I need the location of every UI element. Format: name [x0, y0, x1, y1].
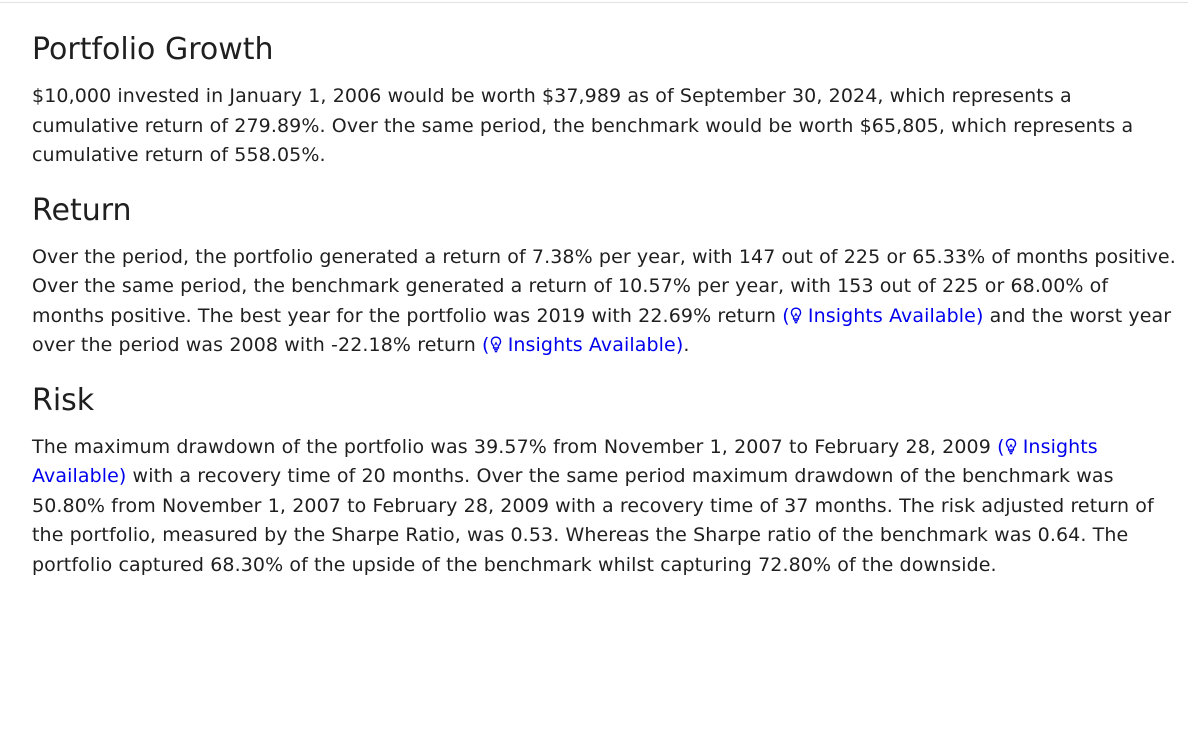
- portfolio-growth-heading: Portfolio Growth: [32, 32, 274, 67]
- worst-year-insights-label: Insights Available: [507, 334, 676, 356]
- return-text-part-3: .: [683, 334, 690, 356]
- lightbulb-icon: [790, 306, 802, 323]
- return-text-part-1: Over the period, the portfolio generated…: [32, 245, 1176, 327]
- return-text-part-2: and the worst year over the period was 2…: [32, 304, 1172, 357]
- lightbulb-icon: [1005, 437, 1016, 454]
- portfolio-growth-text: $10,000 invested in January 1, 2006 woul…: [32, 85, 1134, 166]
- portfolio-growth-section: Portfolio Growth $10,000 invested in Jan…: [32, 30, 1176, 171]
- return-heading: Return: [32, 192, 132, 228]
- analysis-content: Portfolio Growth $10,000 invested in Jan…: [32, 30, 1176, 600]
- risk-text-part-1: The maximum drawdown of the portfolio wa…: [32, 435, 998, 458]
- drawdown-insights-label: Insights Available: [32, 435, 1098, 488]
- worst-year-insights-link[interactable]: ( Insights Available): [482, 334, 684, 356]
- top-divider: [0, 2, 1188, 3]
- drawdown-insights-link[interactable]: ( Insights Available): [32, 435, 1098, 488]
- risk-text-part-2: with a recovery time of 20 months. Over …: [32, 465, 1154, 576]
- best-year-insights-label: Insights Available: [807, 304, 976, 327]
- return-section: Return Over the period, the portfolio ge…: [32, 191, 1176, 361]
- lightbulb-icon: [490, 336, 501, 353]
- risk-heading: Risk: [32, 382, 95, 418]
- risk-section: Risk The maximum drawdown of the portfol…: [32, 381, 1176, 581]
- risk-text: The maximum drawdown of the portfolio wa…: [32, 433, 1176, 581]
- best-year-insights-link[interactable]: ( Insights Available): [782, 304, 984, 327]
- return-text: Over the period, the portfolio generated…: [32, 243, 1176, 361]
